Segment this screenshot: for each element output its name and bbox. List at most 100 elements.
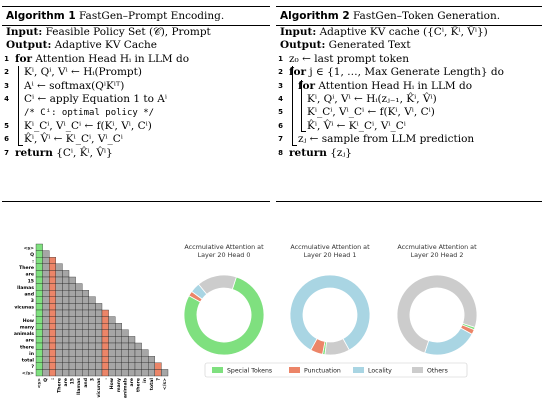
statement: Feasible Policy Set (𝒞), Prompt bbox=[42, 26, 211, 38]
algorithm-line: 5 Kⁱ_Cⁱ, Vⁱ_Cⁱ ← f(Kⁱ, Vⁱ, Cⁱ) bbox=[2, 120, 270, 133]
heatmap-cell bbox=[42, 270, 50, 278]
heatmap-cell bbox=[62, 276, 70, 284]
line-text: Cⁱ ← apply Equation 1 to Aⁱ bbox=[24, 93, 167, 106]
heatmap-cell bbox=[68, 309, 76, 317]
heatmap-cell bbox=[148, 369, 155, 377]
donut-title: Accmulative Attention at Layer 20 Head 1 bbox=[290, 243, 370, 259]
heatmap-col-label: many bbox=[117, 378, 122, 392]
heatmap-cell bbox=[88, 362, 96, 370]
donut-slice-others bbox=[197, 274, 237, 295]
heatmap-cell bbox=[161, 369, 169, 377]
heatmap-cell bbox=[68, 349, 76, 357]
heatmap-cell bbox=[49, 342, 56, 350]
heatmap-cell bbox=[88, 369, 96, 377]
heatmap-cell bbox=[101, 309, 109, 317]
heatmap-cell bbox=[75, 316, 83, 324]
heatmap-cell bbox=[55, 303, 63, 311]
heatmap-row-label: vicunas bbox=[14, 305, 34, 311]
legend-swatch bbox=[212, 367, 223, 373]
statement: Kⁱ_Cⁱ, Vⁱ_Cⁱ ← f(Kⁱ, Vⁱ, Cⁱ) bbox=[307, 106, 435, 119]
donut-slice-locality bbox=[289, 274, 371, 351]
heatmap-cell bbox=[49, 349, 56, 357]
heatmap-row-label: . bbox=[32, 312, 34, 317]
heatmap-cell bbox=[55, 342, 63, 350]
heatmap-cell bbox=[42, 316, 50, 324]
block-scope-end bbox=[301, 131, 306, 132]
donut-slice-others bbox=[324, 338, 350, 356]
heatmap-cell bbox=[121, 329, 129, 337]
algorithm-line: 7 return {Cⁱ, K̂ⁱ, V̂ⁱ} bbox=[2, 147, 270, 160]
heatmap-cell bbox=[42, 263, 50, 271]
legend-swatch bbox=[353, 367, 364, 373]
algorithm-1-label: Algorithm 1 bbox=[6, 10, 76, 22]
heatmap-cell bbox=[49, 290, 56, 297]
heatmap-cell bbox=[68, 323, 76, 330]
heatmap-cell bbox=[121, 342, 129, 350]
heatmap-cell bbox=[75, 336, 83, 344]
line-number: 1 bbox=[4, 54, 9, 63]
heatmap-row-label: : bbox=[32, 259, 34, 264]
algorithm-1-title: Algorithm 1 FastGen–Prompt Encoding. bbox=[2, 7, 270, 26]
heatmap-cell bbox=[49, 369, 56, 377]
algorithm-2-label: Algorithm 2 bbox=[280, 10, 350, 22]
statement: Attention Head Hᵢ in LLM do bbox=[315, 79, 473, 92]
heatmap-cell bbox=[108, 316, 116, 324]
heatmap-cell bbox=[154, 369, 162, 377]
heatmap-cell bbox=[62, 270, 70, 278]
line-number: 5 bbox=[4, 121, 9, 130]
line-text: for j ∈ {1, …, Max Generate Length} do bbox=[289, 66, 504, 79]
heatmap-col-label: <s> bbox=[37, 378, 43, 389]
heatmap-cell bbox=[49, 263, 56, 271]
heatmap-cell bbox=[55, 270, 63, 278]
line-number: 6 bbox=[278, 121, 283, 130]
line-text: return {Cⁱ, K̂ⁱ, V̂ⁱ} bbox=[15, 147, 113, 160]
heatmap-cell bbox=[35, 356, 43, 363]
algorithm-line: 3 Aⁱ ← softmax(QⁱKⁱᵀ) bbox=[2, 80, 270, 93]
algorithm-line: 4 Cⁱ ← apply Equation 1 to Aⁱ bbox=[2, 93, 270, 106]
donut-slice-special-tokens bbox=[183, 276, 265, 356]
algorithm-1-title-text: FastGen–Prompt Encoding. bbox=[78, 10, 225, 22]
heatmap-col-label: and bbox=[83, 378, 89, 388]
heatmap-cell bbox=[121, 362, 129, 370]
heatmap-cell bbox=[82, 349, 89, 357]
heatmap-cell bbox=[88, 356, 96, 363]
heatmap-cell bbox=[55, 369, 63, 377]
heatmap-cell bbox=[101, 362, 109, 370]
heatmap-cell bbox=[49, 257, 56, 264]
heatmap-cell bbox=[115, 329, 122, 337]
line-number: 5 bbox=[278, 108, 283, 117]
heatmap-cell bbox=[68, 369, 76, 377]
heatmap-cell bbox=[35, 276, 43, 284]
heatmap-cell bbox=[115, 336, 122, 344]
legend-box bbox=[204, 362, 468, 378]
heatmap-cell bbox=[95, 336, 103, 344]
heatmap-cell bbox=[42, 323, 50, 330]
heatmap-cell bbox=[108, 362, 116, 370]
heatmap-cell bbox=[68, 362, 76, 370]
heatmap-cell bbox=[141, 362, 149, 370]
heatmap-row-label: there bbox=[20, 344, 34, 350]
heatmap-cell bbox=[42, 283, 50, 291]
heatmap-cell bbox=[101, 356, 109, 363]
heatmap-cell bbox=[95, 349, 103, 357]
heatmap-cell bbox=[101, 316, 109, 324]
line-number: 4 bbox=[4, 94, 9, 103]
heatmap-cell bbox=[134, 349, 142, 357]
heatmap-cell bbox=[68, 276, 76, 284]
heatmap-cell bbox=[68, 336, 76, 344]
heatmap-cell bbox=[101, 329, 109, 337]
line-number: 2 bbox=[4, 68, 9, 77]
statement: zⱼ ← sample from LLM prediction bbox=[298, 133, 475, 146]
heatmap-row-label: llamas bbox=[17, 285, 34, 291]
heatmap-cell bbox=[49, 283, 56, 291]
algorithm-line: 8 return {zⱼ} bbox=[276, 147, 542, 160]
heatmap-cell bbox=[108, 356, 116, 363]
heatmap-col-label: vicunas bbox=[96, 378, 102, 398]
heatmap-cell bbox=[35, 290, 43, 297]
statement: Kⁱ, Qⁱ, Vⁱ ← Hᵢ(zⱼ₋₁, K̂ⁱ, V̂ⁱ) bbox=[307, 92, 437, 105]
statement: j ∈ {1, …, Max Generate Length} do bbox=[306, 66, 504, 79]
line-text: Kⁱ_Cⁱ, Vⁱ_Cⁱ ← f(Kⁱ, Vⁱ, Cⁱ) bbox=[307, 106, 435, 119]
statement: Kⁱ_Cⁱ, Vⁱ_Cⁱ ← f(Kⁱ, Vⁱ, Cⁱ) bbox=[24, 119, 152, 132]
heatmap-cell bbox=[55, 276, 63, 284]
heatmap-cell bbox=[42, 303, 50, 311]
